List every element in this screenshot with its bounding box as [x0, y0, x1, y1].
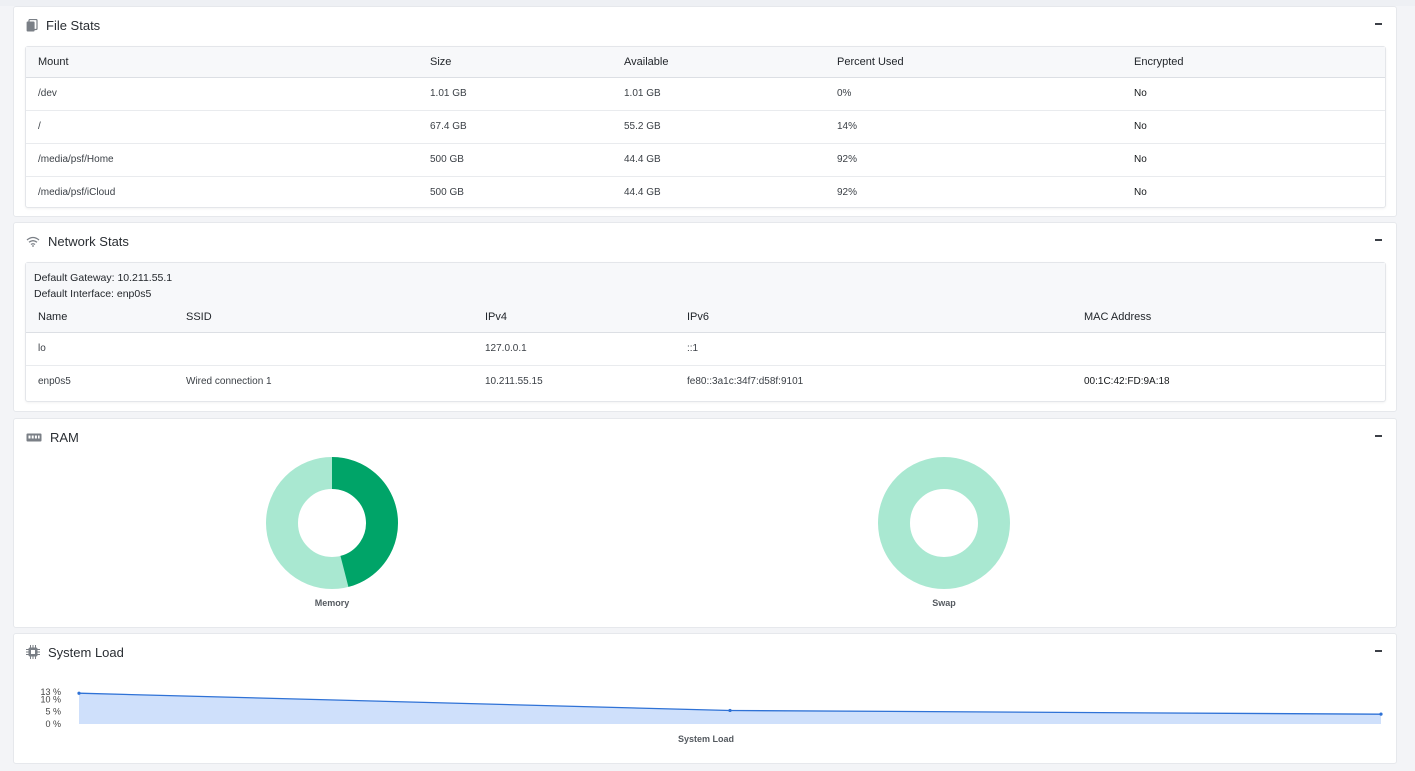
mac-address-cell — [1072, 332, 1385, 366]
ssid-cell — [174, 332, 473, 366]
y-axis-ticks: 0 % 5 % 10 %13 % — [40, 687, 61, 729]
cpu-icon — [26, 645, 40, 659]
percent-used-cell: 14% — [825, 110, 1122, 144]
file-stats-collapse-button[interactable] — [1371, 17, 1385, 31]
ram-title: RAM — [50, 429, 79, 445]
page-top-strip — [0, 0, 1415, 6]
memory-label: Memory — [314, 598, 350, 608]
network-stats-panel: Network Stats Default Gateway: 10.211.55… — [13, 222, 1397, 412]
available-cell: 55.2 GB — [612, 110, 825, 144]
ipv4-cell: 127.0.0.1 — [473, 332, 675, 366]
table-row: lo 127.0.0.1 ::1 — [26, 332, 1385, 366]
table-header-row: Mount Size Available Percent Used Encryp… — [26, 47, 1385, 78]
table-row: /media/psf/Home 500 GB 44.4 GB 92% No — [26, 143, 1385, 177]
percent-used-cell: 92% — [837, 187, 858, 199]
column-header-size: Size — [418, 47, 612, 78]
network-stats-collapse-button[interactable] — [1371, 233, 1385, 247]
file-stats-header: File Stats — [14, 7, 1396, 43]
mount-cell: /dev — [26, 77, 418, 111]
swap-free-slice — [878, 457, 1010, 589]
encrypted-cell: No — [1122, 110, 1385, 144]
size-cell: 500 GB — [418, 143, 612, 177]
load-point — [728, 708, 732, 713]
ram-header: RAM — [14, 419, 1396, 455]
ram-collapse-button[interactable] — [1371, 429, 1385, 443]
table-row: / 67.4 GB 55.2 GB 14% No — [26, 110, 1385, 144]
column-header-ipv4: IPv4 — [473, 302, 675, 333]
memory-used-slice — [331, 457, 398, 587]
name-cell: enp0s5 — [38, 376, 71, 388]
file-stats-table: Mount Size Available Percent Used Encryp… — [26, 47, 1385, 209]
y-tick-label: 10 % — [40, 694, 61, 704]
memory-donut — [266, 457, 398, 589]
network-table: Name SSID IPv4 IPv6 MAC Address lo 127.0… — [26, 302, 1385, 398]
file-stats-title: File Stats — [46, 17, 101, 33]
file-stats-panel: File Stats Mount Size Available Percent … — [13, 6, 1397, 217]
system-load-collapse-button[interactable] — [1371, 644, 1385, 658]
file-stats-table-box: Mount Size Available Percent Used Encryp… — [25, 46, 1386, 208]
load-point — [77, 691, 81, 695]
ram-panel: RAM Memory Swap — [13, 418, 1397, 628]
table-row: /media/psf/iCloud 500 GB 44.4 GB 92% No — [26, 176, 1385, 209]
table-row: enp0s5 Wired connection 1 10.211.55.15 f… — [26, 365, 1385, 398]
size-cell: 500 GB — [430, 187, 464, 199]
memory-chip-icon — [26, 433, 42, 442]
system-load-chart: 0 % 5 % 10 %13 % System Load — [40, 687, 1383, 744]
network-stats-box: Default Gateway: 10.211.55.1 Default Int… — [25, 262, 1386, 402]
ipv6-cell: ::1 — [675, 332, 1072, 366]
system-load-header: System Load — [14, 634, 1396, 670]
network-stats-header: Network Stats — [14, 223, 1396, 259]
size-cell: 1.01 GB — [418, 77, 612, 111]
load-area-fill — [79, 693, 1381, 724]
column-header-name: Name — [26, 302, 174, 333]
y-tick-label: 0 % — [45, 719, 61, 729]
column-header-mount: Mount — [26, 47, 418, 78]
swap-label: Swap — [932, 598, 956, 608]
column-header-ipv6: IPv6 — [675, 302, 1072, 333]
system-load-title: System Load — [48, 644, 124, 660]
column-header-ssid: SSID — [174, 302, 473, 333]
encrypted-cell: No — [1134, 187, 1147, 199]
ssid-cell: Wired connection 1 — [186, 376, 272, 388]
files-icon — [26, 18, 38, 32]
load-point — [1379, 712, 1383, 716]
system-load-panel: System Load 0 % 5 % 10 % 13 % System Load — [13, 633, 1397, 764]
y-tick-label: 5 % — [45, 707, 61, 717]
size-cell: 67.4 GB — [418, 110, 612, 144]
mac-address-cell: 00:1C:42:FD:9A:18 — [1084, 376, 1170, 388]
name-cell: lo — [26, 332, 174, 366]
column-header-percent-used: Percent Used — [825, 47, 1122, 78]
percent-used-cell: 92% — [825, 143, 1122, 177]
table-row: /dev 1.01 GB 1.01 GB 0% No — [26, 77, 1385, 111]
default-interface: Default Interface: enp0s5 — [34, 288, 152, 300]
encrypted-cell: No — [1122, 143, 1385, 177]
x-axis-label: System Load — [678, 734, 734, 744]
mount-cell: /media/psf/Home — [26, 143, 418, 177]
default-gateway: Default Gateway: 10.211.55.1 — [34, 272, 173, 284]
load-points — [77, 691, 1383, 716]
wifi-icon — [26, 236, 40, 247]
mount-cell: / — [26, 110, 418, 144]
available-cell: 44.4 GB — [612, 143, 825, 177]
column-header-available: Available — [612, 47, 825, 78]
column-header-mac-address: MAC Address — [1072, 302, 1385, 333]
network-stats-title: Network Stats — [48, 233, 129, 249]
column-header-encrypted: Encrypted — [1122, 47, 1385, 78]
percent-used-cell: 0% — [825, 77, 1122, 111]
available-cell: 1.01 GB — [612, 77, 825, 111]
network-info: Default Gateway: 10.211.55.1 Default Int… — [26, 263, 1385, 302]
encrypted-cell: No — [1122, 77, 1385, 111]
swap-donut — [878, 457, 1010, 589]
available-cell: 44.4 GB — [624, 187, 661, 199]
y-tick-label: 13 % — [40, 687, 61, 697]
table-header-row: Name SSID IPv4 IPv6 MAC Address — [26, 302, 1385, 333]
ipv6-cell: fe80::3a1c:34f7:d58f:9101 — [687, 376, 804, 388]
mount-cell: /media/psf/iCloud — [38, 187, 116, 199]
ipv4-cell: 10.211.55.15 — [485, 376, 543, 388]
